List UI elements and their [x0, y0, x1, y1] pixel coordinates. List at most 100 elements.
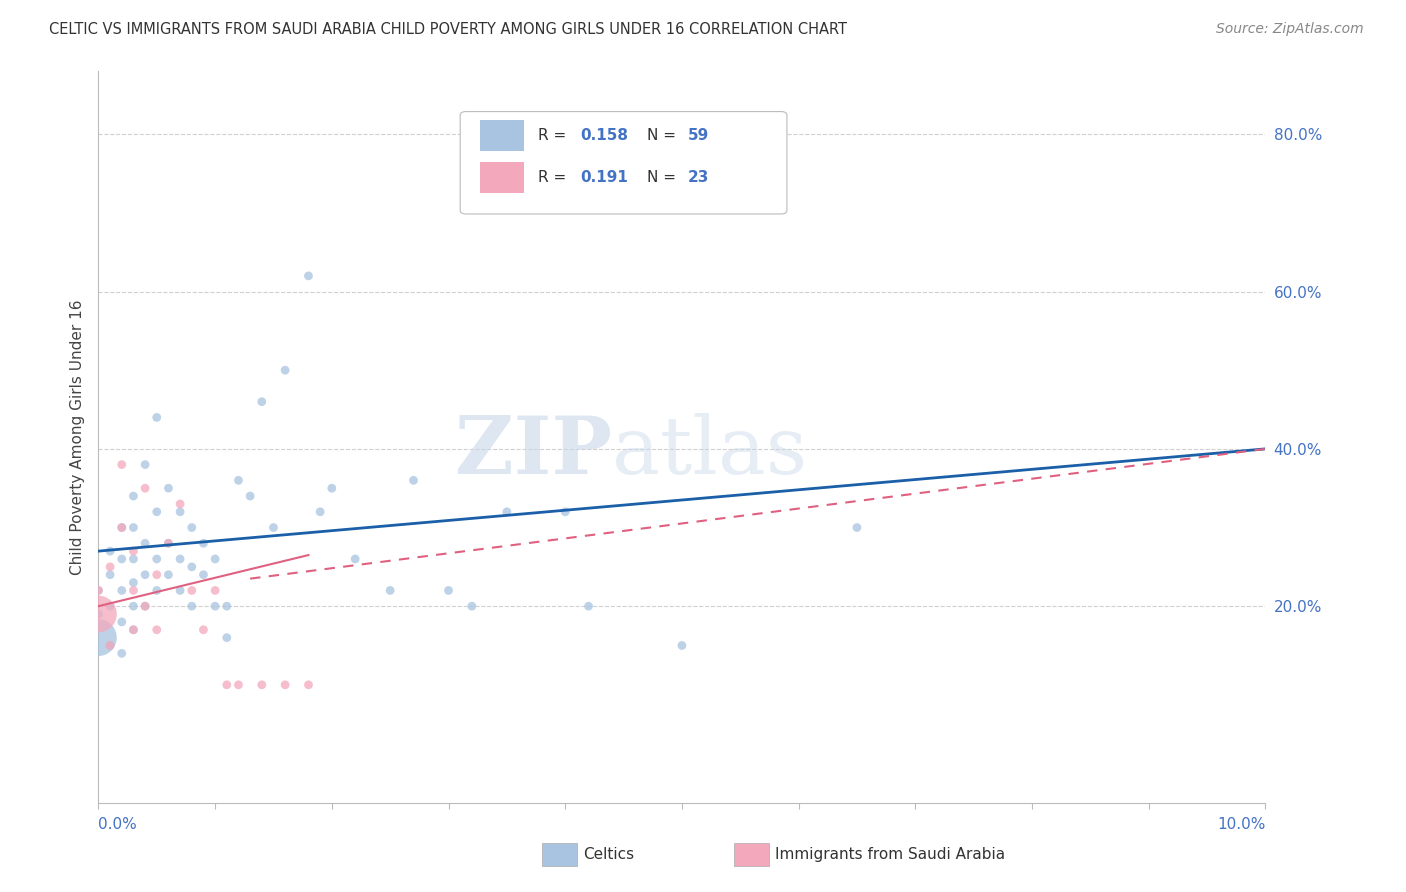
Point: [111, 583, 134, 598]
Point: [122, 552, 145, 566]
Point: [111, 646, 134, 660]
Point: [134, 536, 156, 550]
Text: R =: R =: [538, 128, 571, 144]
Text: CELTIC VS IMMIGRANTS FROM SAUDI ARABIA CHILD POVERTY AMONG GIRLS UNDER 16 CORREL: CELTIC VS IMMIGRANTS FROM SAUDI ARABIA C…: [49, 22, 848, 37]
Point: [146, 505, 169, 519]
Text: Celtics: Celtics: [582, 847, 634, 863]
Point: [180, 583, 202, 598]
Point: [228, 678, 250, 692]
Point: [122, 544, 145, 558]
Text: 0.0%: 0.0%: [98, 817, 138, 832]
Text: N =: N =: [647, 169, 681, 185]
Y-axis label: Child Poverty Among Girls Under 16: Child Poverty Among Girls Under 16: [69, 300, 84, 574]
Point: [215, 678, 238, 692]
Text: atlas: atlas: [612, 413, 807, 491]
Point: [344, 552, 367, 566]
Point: [87, 583, 110, 598]
Point: [98, 639, 121, 653]
Point: [239, 489, 262, 503]
Point: [671, 639, 693, 653]
Text: ZIP: ZIP: [456, 413, 612, 491]
Point: [846, 520, 869, 534]
Point: [122, 575, 145, 590]
Text: 23: 23: [688, 169, 709, 185]
Point: [157, 536, 180, 550]
Point: [122, 623, 145, 637]
Point: [204, 599, 226, 614]
Point: [274, 363, 297, 377]
Point: [157, 536, 180, 550]
Point: [297, 678, 319, 692]
Point: [169, 497, 191, 511]
Point: [169, 505, 191, 519]
Point: [180, 520, 202, 534]
Point: [297, 268, 319, 283]
Point: [134, 599, 156, 614]
Point: [98, 559, 121, 574]
Point: [578, 599, 600, 614]
Text: Source: ZipAtlas.com: Source: ZipAtlas.com: [1216, 22, 1364, 37]
Point: [98, 599, 121, 614]
Point: [250, 394, 273, 409]
Point: [98, 639, 121, 653]
Point: [134, 567, 156, 582]
Text: R =: R =: [538, 169, 571, 185]
Point: [146, 552, 169, 566]
Point: [146, 623, 169, 637]
Point: [262, 520, 284, 534]
Text: 59: 59: [688, 128, 709, 144]
Point: [180, 559, 202, 574]
Point: [111, 458, 134, 472]
Point: [122, 583, 145, 598]
Point: [193, 567, 215, 582]
Point: [274, 678, 297, 692]
Point: [146, 583, 169, 598]
FancyBboxPatch shape: [734, 843, 769, 866]
Point: [554, 505, 576, 519]
Point: [122, 623, 145, 637]
Point: [111, 520, 134, 534]
Text: Immigrants from Saudi Arabia: Immigrants from Saudi Arabia: [775, 847, 1005, 863]
Point: [437, 583, 460, 598]
FancyBboxPatch shape: [541, 843, 576, 866]
Point: [111, 552, 134, 566]
Point: [98, 567, 121, 582]
Point: [180, 599, 202, 614]
Point: [496, 505, 519, 519]
FancyBboxPatch shape: [479, 120, 524, 151]
Point: [169, 583, 191, 598]
Point: [215, 599, 238, 614]
Point: [402, 473, 425, 487]
Point: [157, 481, 180, 495]
Text: 0.158: 0.158: [581, 128, 628, 144]
Point: [146, 567, 169, 582]
Point: [193, 623, 215, 637]
Point: [228, 473, 250, 487]
Point: [122, 599, 145, 614]
Point: [87, 583, 110, 598]
Point: [204, 552, 226, 566]
Text: N =: N =: [647, 128, 681, 144]
FancyBboxPatch shape: [460, 112, 787, 214]
Point: [169, 552, 191, 566]
Point: [321, 481, 343, 495]
Point: [134, 599, 156, 614]
Point: [98, 544, 121, 558]
Point: [87, 607, 110, 621]
Point: [146, 410, 169, 425]
Point: [111, 615, 134, 629]
Point: [204, 583, 226, 598]
Point: [134, 458, 156, 472]
Point: [87, 607, 110, 621]
Point: [122, 520, 145, 534]
Text: 0.191: 0.191: [581, 169, 628, 185]
Point: [157, 567, 180, 582]
Point: [122, 489, 145, 503]
FancyBboxPatch shape: [479, 162, 524, 193]
Text: 10.0%: 10.0%: [1218, 817, 1265, 832]
Point: [193, 536, 215, 550]
Point: [380, 583, 402, 598]
Point: [215, 631, 238, 645]
Point: [309, 505, 332, 519]
Point: [250, 678, 273, 692]
